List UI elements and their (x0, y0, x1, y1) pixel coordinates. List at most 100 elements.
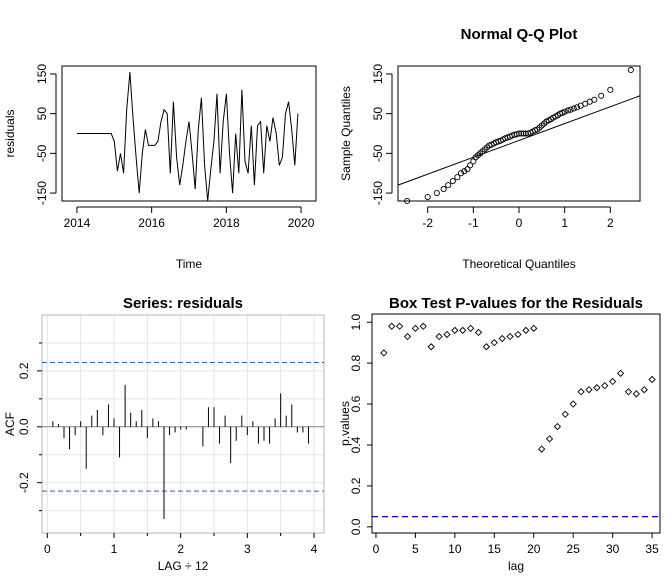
x-tick-label: 15 (488, 542, 502, 556)
qq-point (518, 130, 525, 137)
pvalue-point (538, 445, 546, 453)
residuals-line (76, 71, 299, 202)
y-tick-label: 150 (35, 64, 49, 84)
y-axis-label: ACF (3, 412, 17, 436)
qq-point (522, 130, 529, 137)
pvalue-point (443, 330, 451, 339)
pvalue-point (553, 422, 562, 431)
plot-frame (61, 65, 317, 202)
qq-point (520, 130, 527, 137)
pvalue-point (530, 324, 538, 332)
y-tick-label: -50 (371, 144, 385, 162)
pvalue-point (522, 326, 530, 335)
pvalue-point (466, 324, 475, 332)
pvalue-point (609, 377, 617, 386)
qq-reference-line (397, 95, 641, 186)
y-tick-label: 0.8 (349, 354, 363, 371)
qq-point (570, 105, 577, 112)
x-tick-label: 0 (516, 216, 523, 230)
y-tick-label: 1.0 (349, 314, 363, 331)
qq-point (440, 186, 447, 193)
y-tick-label: -150 (35, 181, 49, 205)
pvalue-point (577, 388, 585, 396)
x-tick-label: 5 (412, 542, 419, 556)
x-axis-label: lag (508, 559, 524, 573)
chart-title: Normal Q-Q Plot (461, 26, 578, 43)
y-tick-label: 0.4 (349, 436, 363, 453)
y-tick-label: -150 (371, 181, 385, 205)
x-tick-label: 25 (567, 542, 581, 556)
pvalue-point (474, 328, 483, 337)
box-test-pvalues-panel: 0 5 10 15 20 25 30 35 0.0 0.2 0.4 0.6 0.8 1.0 lag p.val… (338, 295, 661, 573)
pvalue-point (514, 330, 522, 339)
pvalue-point (624, 388, 633, 396)
x-tick-label: 0 (373, 542, 380, 556)
qq-point (433, 190, 440, 197)
qq-point (561, 108, 568, 115)
chart-title: Box Test P-values for the Residuals (389, 295, 643, 312)
y-axis-label: p.values (338, 401, 352, 446)
y-tick-label: -50 (35, 144, 49, 162)
y-tick-label: 50 (35, 107, 49, 121)
qq-point (627, 66, 634, 74)
pvalue-point (585, 386, 593, 394)
plot-frame (371, 313, 661, 534)
x-tick-label: 3 (244, 542, 251, 556)
plot-frame (397, 65, 641, 202)
pvalue-point (593, 384, 601, 392)
qq-point (467, 162, 474, 169)
x-tick-label: 10 (448, 542, 462, 556)
x-axis-label: LAG ÷ 12 (158, 559, 209, 573)
x-tick-label: 0 (44, 542, 51, 556)
qq-point (515, 130, 523, 137)
qq-point (564, 107, 571, 114)
qq-point (445, 182, 452, 189)
y-tick-label: 0.0 (17, 418, 31, 435)
pvalue-point (498, 334, 506, 343)
y-axis-label: Sample Quantiles (339, 86, 353, 181)
x-tick-label: 30 (606, 542, 620, 556)
pvalue-point (380, 349, 388, 357)
qq-point (573, 104, 581, 111)
pvalue-point (403, 332, 412, 341)
x-tick-label: 2 (177, 542, 184, 556)
pvalue-point (388, 322, 396, 330)
x-tick-label: -2 (422, 216, 433, 230)
pvalue-point (395, 322, 404, 330)
x-tick-label: 2016 (138, 216, 165, 230)
plot-frame (41, 314, 325, 534)
x-tick-label: -1 (468, 216, 479, 230)
pvalue-point (632, 390, 640, 398)
qq-point (404, 197, 411, 205)
qq-point (591, 96, 598, 103)
qq-point (424, 193, 431, 201)
y-axis-label: residuals (3, 109, 17, 157)
x-tick-label: 2020 (288, 216, 315, 230)
qq-point (464, 166, 471, 173)
pvalue-point (545, 435, 554, 443)
x-tick-label: 1 (561, 216, 568, 230)
x-tick-label: 2 (607, 216, 614, 230)
y-tick-label: 0.0 (349, 518, 363, 535)
x-tick-label: 20 (527, 542, 541, 556)
pvalue-point (427, 343, 435, 351)
x-axis-label: Theoretical Quantiles (462, 257, 575, 271)
y-tick-label: 0.6 (349, 395, 363, 412)
x-tick-label: 2018 (213, 216, 240, 230)
qq-point (607, 86, 614, 93)
pvalue-point (569, 400, 577, 408)
pvalue-point (459, 326, 467, 335)
x-axis-label: Time (176, 257, 203, 271)
qq-point (457, 170, 465, 177)
x-tick-label: 2014 (64, 216, 91, 230)
qq-point (454, 174, 461, 181)
x-tick-label: 1 (111, 542, 118, 556)
y-tick-label: 150 (371, 64, 385, 84)
pvalue-point (435, 332, 443, 341)
pvalue-point (561, 410, 569, 418)
residuals-time-series-panel: 2014 2016 2018 2020 -150 -50 50 150 Time residual… (3, 64, 317, 271)
chart-title: Series: residuals (123, 295, 243, 312)
x-tick-label: 35 (645, 542, 659, 556)
pvalue-point (640, 386, 648, 394)
qq-point (598, 92, 605, 99)
